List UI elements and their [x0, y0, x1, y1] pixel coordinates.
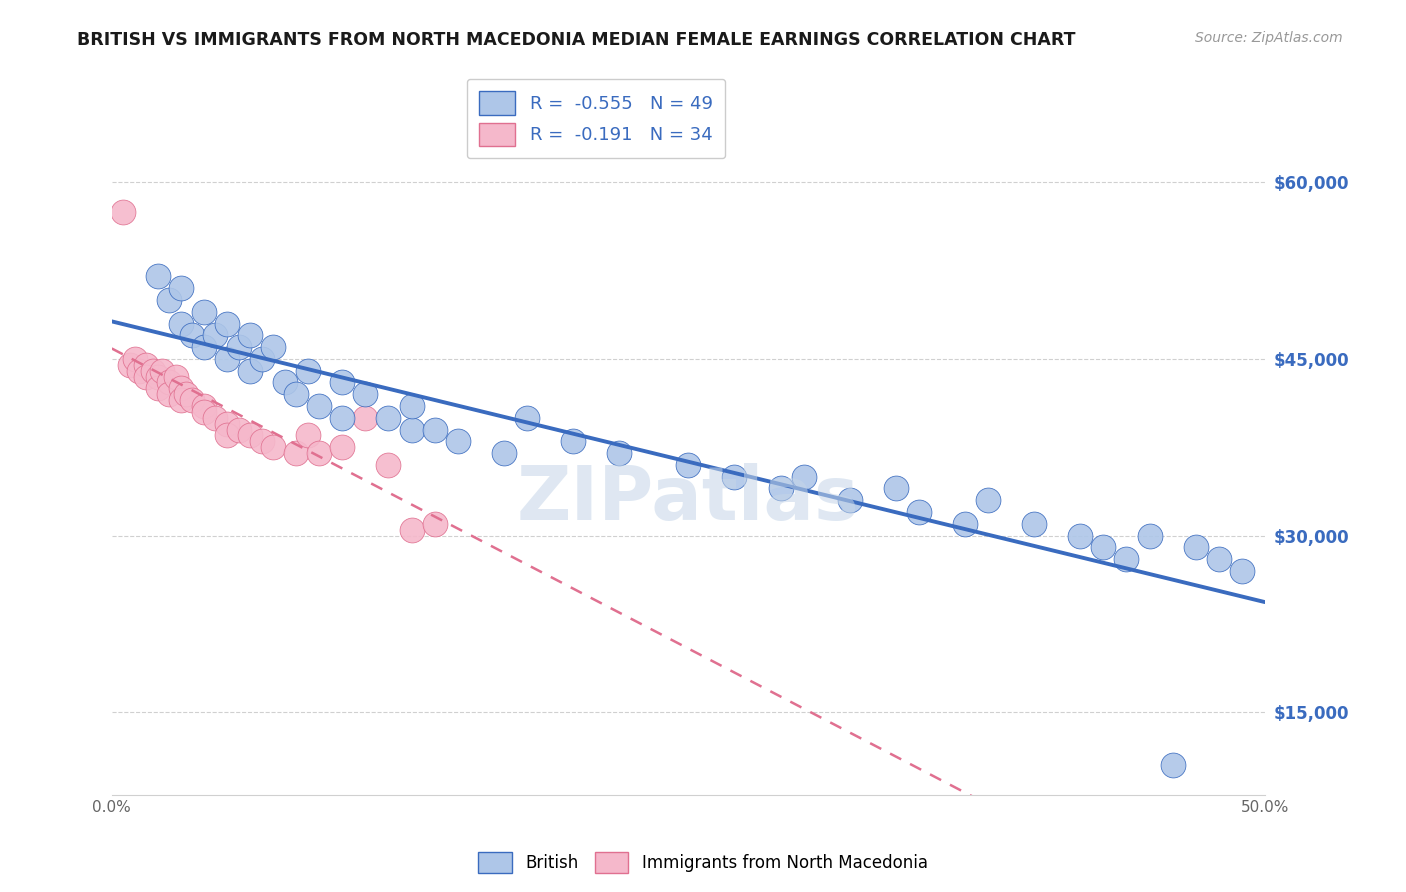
Point — [308, 399, 330, 413]
Point — [977, 493, 1000, 508]
Point — [516, 410, 538, 425]
Point — [215, 428, 238, 442]
Point — [193, 399, 215, 413]
Point — [157, 293, 180, 307]
Point — [152, 364, 174, 378]
Point — [120, 358, 142, 372]
Point — [285, 387, 308, 401]
Point — [1208, 552, 1230, 566]
Point — [170, 393, 193, 408]
Point — [142, 364, 165, 378]
Legend: R =  -0.555   N = 49, R =  -0.191   N = 34: R = -0.555 N = 49, R = -0.191 N = 34 — [467, 78, 725, 159]
Point — [953, 516, 976, 531]
Point — [401, 399, 423, 413]
Point — [1115, 552, 1137, 566]
Point — [215, 351, 238, 366]
Point — [204, 410, 226, 425]
Point — [562, 434, 585, 449]
Point — [273, 376, 295, 390]
Point — [1161, 758, 1184, 772]
Point — [215, 417, 238, 431]
Point — [262, 440, 284, 454]
Point — [193, 405, 215, 419]
Point — [492, 446, 515, 460]
Point — [1024, 516, 1046, 531]
Point — [769, 482, 792, 496]
Point — [678, 458, 700, 472]
Point — [135, 358, 157, 372]
Point — [354, 387, 377, 401]
Text: BRITISH VS IMMIGRANTS FROM NORTH MACEDONIA MEDIAN FEMALE EARNINGS CORRELATION CH: BRITISH VS IMMIGRANTS FROM NORTH MACEDON… — [77, 31, 1076, 49]
Point — [170, 317, 193, 331]
Point — [908, 505, 931, 519]
Point — [135, 369, 157, 384]
Point — [330, 440, 353, 454]
Point — [165, 369, 187, 384]
Point — [228, 340, 250, 354]
Point — [377, 458, 399, 472]
Point — [297, 428, 319, 442]
Point — [146, 269, 169, 284]
Point — [174, 387, 197, 401]
Point — [423, 516, 446, 531]
Point — [146, 381, 169, 395]
Point — [285, 446, 308, 460]
Point — [401, 423, 423, 437]
Point — [112, 204, 135, 219]
Point — [423, 423, 446, 437]
Point — [446, 434, 468, 449]
Point — [181, 393, 204, 408]
Point — [377, 410, 399, 425]
Point — [1230, 564, 1253, 578]
Point — [308, 446, 330, 460]
Point — [239, 364, 262, 378]
Point — [181, 328, 204, 343]
Point — [723, 469, 745, 483]
Point — [1069, 528, 1091, 542]
Text: Source: ZipAtlas.com: Source: ZipAtlas.com — [1195, 31, 1343, 45]
Point — [262, 340, 284, 354]
Point — [1092, 541, 1115, 555]
Text: ZIPatlas: ZIPatlas — [517, 463, 859, 536]
Point — [124, 351, 146, 366]
Point — [793, 469, 815, 483]
Point — [170, 281, 193, 295]
Point — [193, 305, 215, 319]
Point — [239, 328, 262, 343]
Point — [250, 434, 273, 449]
Point — [170, 381, 193, 395]
Point — [354, 410, 377, 425]
Point — [401, 523, 423, 537]
Point — [1184, 541, 1206, 555]
Point — [128, 364, 150, 378]
Point — [204, 328, 226, 343]
Point — [239, 428, 262, 442]
Point — [193, 340, 215, 354]
Point — [215, 317, 238, 331]
Point — [1139, 528, 1161, 542]
Point — [157, 376, 180, 390]
Point — [297, 364, 319, 378]
Point — [607, 446, 630, 460]
Point — [838, 493, 860, 508]
Point — [250, 351, 273, 366]
Point — [228, 423, 250, 437]
Point — [146, 369, 169, 384]
Point — [884, 482, 907, 496]
Point — [330, 410, 353, 425]
Point — [157, 387, 180, 401]
Point — [330, 376, 353, 390]
Legend: British, Immigrants from North Macedonia: British, Immigrants from North Macedonia — [471, 846, 935, 880]
